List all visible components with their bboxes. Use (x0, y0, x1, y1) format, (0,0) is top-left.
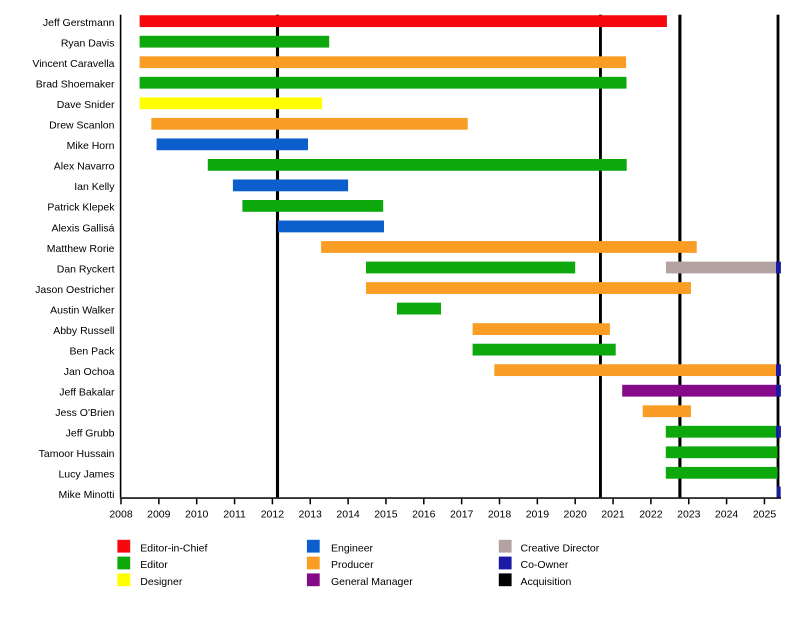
svg-text:2023: 2023 (677, 509, 701, 521)
svg-text:2008: 2008 (109, 509, 133, 521)
svg-text:2024: 2024 (715, 509, 739, 521)
svg-text:Tamoor Hussain: Tamoor Hussain (39, 448, 115, 460)
svg-text:Mike Minotti: Mike Minotti (58, 489, 114, 501)
svg-text:Creative Director: Creative Director (521, 542, 600, 554)
svg-text:Abby Russell: Abby Russell (53, 325, 114, 337)
svg-text:Editor-in-Chief: Editor-in-Chief (140, 542, 207, 554)
svg-text:Dan Ryckert: Dan Ryckert (57, 263, 115, 275)
svg-text:Ian Kelly: Ian Kelly (74, 181, 115, 193)
svg-text:2009: 2009 (147, 509, 171, 521)
svg-text:Ben Pack: Ben Pack (70, 345, 116, 357)
svg-text:2018: 2018 (488, 509, 512, 521)
svg-text:Ryan Davis: Ryan Davis (61, 38, 115, 50)
svg-text:2025: 2025 (753, 509, 777, 521)
svg-text:Editor: Editor (140, 559, 168, 571)
svg-text:Jeff Grubb: Jeff Grubb (66, 428, 115, 440)
svg-text:Austin Walker: Austin Walker (50, 304, 115, 316)
svg-text:Matthew Rorie: Matthew Rorie (47, 243, 115, 255)
svg-text:Acquisition: Acquisition (521, 576, 572, 588)
svg-text:General Manager: General Manager (331, 576, 413, 588)
svg-text:Alex Navarro: Alex Navarro (54, 161, 115, 173)
svg-text:2010: 2010 (185, 509, 209, 521)
svg-text:2011: 2011 (223, 509, 246, 521)
svg-text:2012: 2012 (261, 509, 285, 521)
svg-text:Dave Snider: Dave Snider (57, 99, 115, 111)
svg-text:2019: 2019 (526, 509, 550, 521)
svg-text:Alexis Gallisá: Alexis Gallisá (51, 222, 114, 234)
svg-text:2015: 2015 (374, 509, 398, 521)
svg-text:2020: 2020 (564, 509, 588, 521)
svg-text:Co-Owner: Co-Owner (521, 559, 569, 571)
svg-text:Drew Scanlon: Drew Scanlon (49, 120, 115, 132)
svg-text:2016: 2016 (412, 509, 436, 521)
svg-text:Jeff Bakalar: Jeff Bakalar (59, 387, 115, 399)
svg-text:Patrick Klepek: Patrick Klepek (47, 202, 115, 214)
svg-text:Jess O'Brien: Jess O'Brien (55, 407, 114, 419)
svg-text:2021: 2021 (601, 509, 625, 521)
svg-text:Engineer: Engineer (331, 542, 374, 554)
svg-text:2017: 2017 (450, 509, 474, 521)
svg-text:Vincent Caravella: Vincent Caravella (32, 58, 114, 70)
svg-text:Jan Ochoa: Jan Ochoa (64, 366, 115, 378)
svg-text:Brad Shoemaker: Brad Shoemaker (36, 79, 115, 91)
svg-text:Producer: Producer (331, 559, 374, 571)
svg-text:Designer: Designer (140, 576, 183, 588)
svg-text:2013: 2013 (299, 509, 323, 521)
svg-text:Jeff Gerstmann: Jeff Gerstmann (43, 17, 115, 29)
svg-text:2022: 2022 (639, 509, 663, 521)
svg-text:Lucy James: Lucy James (58, 469, 114, 481)
svg-text:2014: 2014 (336, 509, 360, 521)
svg-text:Mike Horn: Mike Horn (67, 140, 115, 152)
svg-text:Jason Oestricher: Jason Oestricher (35, 284, 115, 296)
